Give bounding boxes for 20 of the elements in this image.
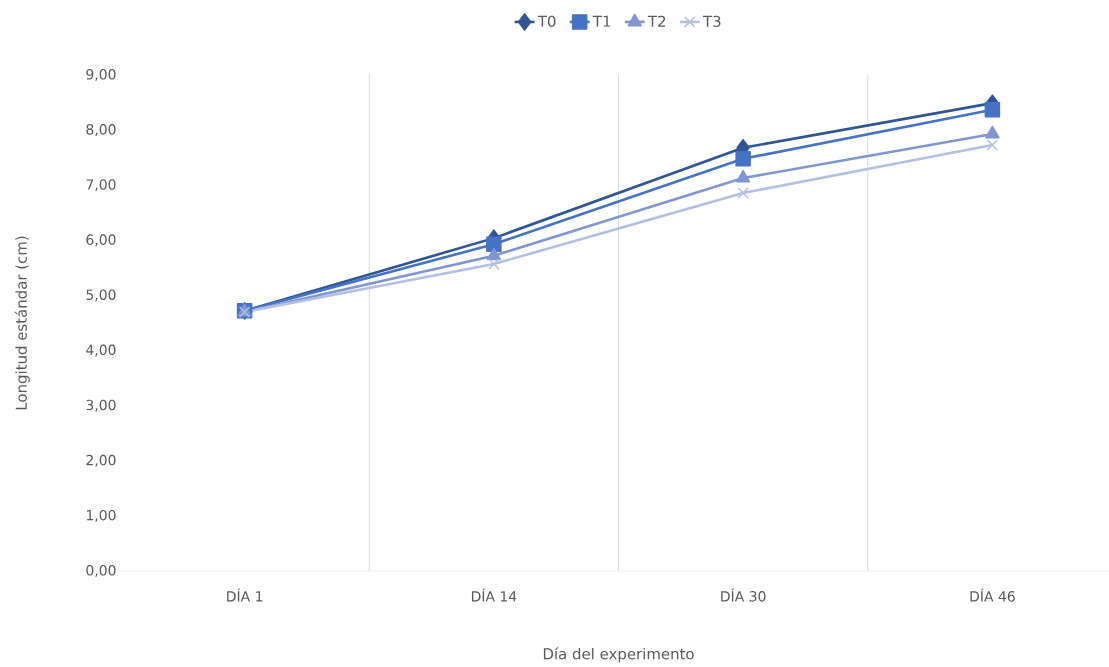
x-tick-label: DÍA 1: [227, 588, 263, 602]
y-tick-label: 1,00: [86, 509, 116, 522]
y-tick-label: 4,00: [86, 344, 116, 357]
y-axis-title: Longitud estándar (cm): [14, 236, 30, 410]
y-tick-label: 2,00: [86, 454, 116, 467]
x-tick-label: DÍA 30: [721, 588, 766, 602]
y-tick-label: 7,00: [86, 179, 116, 192]
legend-label: T2: [647, 15, 666, 27]
y-tick-label: 3,00: [86, 399, 116, 412]
x-tick-label: DÍA 14: [471, 588, 517, 602]
legend-label: T0: [537, 15, 556, 27]
y-tick-label: 6,00: [86, 234, 116, 247]
x-tick-label: DÍA 46: [970, 588, 1015, 602]
y-tick-label: 8,00: [86, 124, 116, 137]
x-axis-title: Día del experimento: [543, 647, 694, 663]
legend-label: T1: [592, 15, 611, 27]
legend-label: T3: [702, 15, 721, 27]
y-tick-label: 5,00: [86, 289, 116, 302]
y-tick-label: 0,00: [86, 565, 116, 577]
y-tick-label: 9,00: [86, 69, 116, 81]
